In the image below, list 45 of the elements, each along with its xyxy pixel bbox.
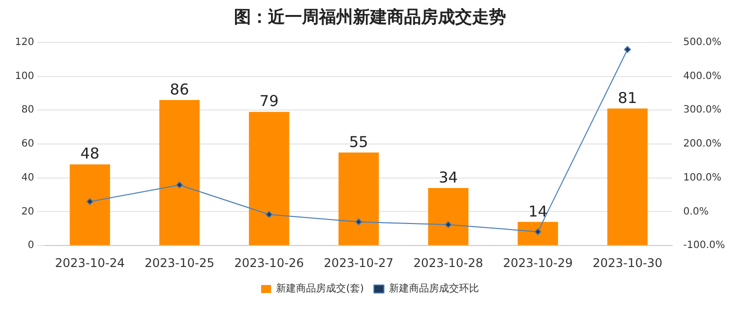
y2-tick-label: 0.0% (683, 206, 709, 218)
x-tick-label: 2023-10-27 (324, 256, 394, 270)
bar (518, 222, 558, 246)
data-label: 48 (80, 144, 100, 163)
x-tick-label: 2023-10-25 (144, 256, 214, 270)
bar (70, 164, 110, 246)
point (355, 218, 362, 226)
point (176, 181, 183, 188)
x-tick-label: 2023-10-24 (55, 256, 125, 270)
chart-title: 图：近一周福州新建商品房成交走势 (234, 8, 506, 28)
y2-tick-label: -100.0% (683, 240, 726, 252)
y-tick-label: 40 (21, 172, 34, 184)
y-tick-label: 120 (14, 36, 34, 48)
data-label: 86 (170, 80, 190, 98)
x-tick-label: 2023-10-28 (413, 256, 484, 270)
bar (428, 188, 468, 246)
x-tick-label: 2023-10-26 (234, 256, 304, 270)
y2-tick-label: 500.0% (683, 36, 722, 48)
y2-tick-label: 100.0% (683, 172, 722, 184)
bar (248, 112, 290, 246)
y-tick-label: 100 (14, 70, 34, 82)
legend-label: 新建商品房成交(套) (276, 282, 364, 295)
y-tick-label: 20 (21, 206, 34, 218)
point (624, 46, 631, 54)
legend-label: 新建商品房成交环比 (388, 282, 479, 295)
y2-tick-label: 400.0% (683, 70, 722, 82)
data-label: 14 (528, 202, 548, 220)
data-label: 81 (618, 88, 638, 107)
bar (159, 100, 200, 246)
y-tick-label: 80 (21, 104, 34, 116)
y2-tick-label: 300.0% (683, 104, 722, 116)
data-label: 34 (438, 168, 458, 186)
point (266, 210, 273, 218)
bar (338, 152, 379, 246)
point (444, 221, 452, 228)
bar (607, 108, 648, 246)
point (86, 198, 94, 206)
data-label: 55 (349, 132, 368, 151)
x-tick-label: 2023-10-29 (502, 256, 573, 270)
y-tick-label: 60 (21, 138, 34, 150)
y2-tick-label: 200.0% (683, 138, 722, 150)
point (534, 228, 542, 236)
x-tick-label: 2023-10-30 (592, 256, 662, 270)
y-tick-label: 0 (28, 240, 34, 252)
data-label: 79 (260, 92, 279, 110)
